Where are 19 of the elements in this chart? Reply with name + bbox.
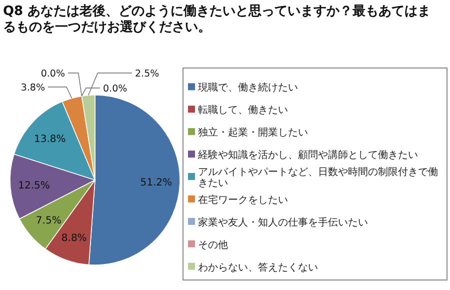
legend-label: 経験や知識を活かし、顧問や講師として働きたい [197,149,418,162]
legend-label: わからない、答えたくない [198,261,318,274]
legend-label: 在宅ワークをしたい [198,194,288,206]
data-label: 3.8% [20,82,45,94]
data-label: 13.8% [34,134,66,146]
legend-label: 現職で、働き続けたい [198,82,298,94]
data-label: 8.8% [61,233,87,244]
legend-label: その他 [198,238,228,251]
legend-label: アルバイトやパートなど、日数や時間の制限付きで働きたい [198,166,438,189]
chart-title: Q8 あなたは老後、どのように働きたいと思っていますか？最もあてはまるものを一つだけお選びください。 [3,3,431,35]
data-label: 2.5% [135,68,160,80]
data-label: 7.5% [36,215,62,226]
text: 0.0% [40,68,65,80]
legend-label: 転職して、働きたい [198,104,288,116]
text: 0.0% [103,83,128,94]
data-label: 51.2% [140,178,172,189]
legend-label: 家業や友人・知人の仕事を手伝いたい [198,216,368,228]
data-label: 12.5% [18,180,50,192]
legend-label: 独立・起業・開業したい [198,126,308,139]
